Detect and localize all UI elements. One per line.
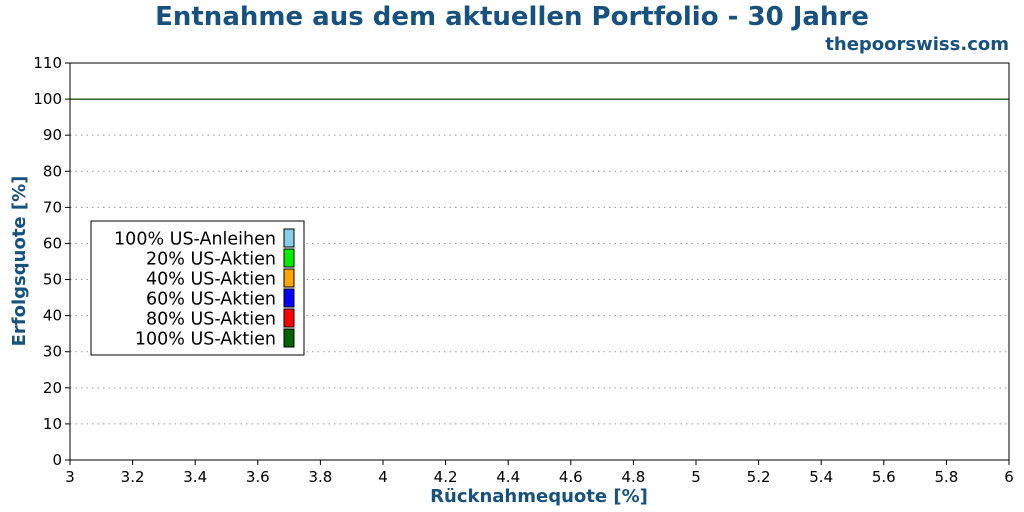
x-tick-label: 4.2 [434, 468, 458, 486]
y-tick-label: 80 [43, 162, 62, 180]
y-tick-label: 70 [43, 198, 62, 216]
y-axis: 0 10 20 30 40 50 60 70 80 90 100 110 [33, 54, 70, 469]
x-tick-label: 5.2 [747, 468, 771, 486]
legend-label: 60% US-Aktien [146, 290, 276, 310]
y-tick-label: 90 [43, 126, 62, 144]
x-tick-label: 5.6 [872, 468, 896, 486]
legend-label: 40% US-Aktien [146, 270, 276, 290]
legend-swatch [283, 308, 295, 328]
x-tick-label: 4.8 [621, 468, 645, 486]
x-tick-label: 5.4 [809, 468, 833, 486]
y-tick-label: 10 [43, 415, 62, 433]
legend-label: 80% US-Aktien [146, 310, 276, 330]
x-tick-label: 3.2 [121, 468, 145, 486]
y-tick-label: 60 [43, 234, 62, 252]
y-tick-label: 0 [52, 451, 62, 469]
y-tick-label: 110 [33, 54, 62, 72]
x-tick-label: 5.8 [934, 468, 958, 486]
y-tick-label: 40 [43, 307, 62, 325]
x-axis-label: Rücknahmequote [%] [430, 486, 648, 507]
y-axis-label: Erfolgsquote [%] [9, 176, 30, 347]
legend-label: 100% US-Anleihen [114, 230, 276, 250]
y-tick-label: 20 [43, 379, 62, 397]
legend-swatch [283, 248, 295, 268]
legend-label: 20% US-Aktien [146, 250, 276, 270]
x-tick-label: 4 [378, 468, 388, 486]
x-tick-label: 4.4 [496, 468, 520, 486]
legend-swatch [283, 268, 295, 288]
legend-swatch [283, 228, 295, 248]
legend-swatch [283, 288, 295, 308]
chart-title: Entnahme aus dem aktuellen Portfolio - 3… [155, 2, 869, 32]
legend-label: 100% US-Aktien [135, 330, 276, 350]
x-tick-label: 4.6 [559, 468, 583, 486]
x-tick-label: 3.6 [246, 468, 270, 486]
x-tick-label: 6 [1004, 468, 1014, 486]
y-tick-label: 100 [33, 90, 62, 108]
plot-frame [69, 62, 1010, 461]
legend-frame [90, 220, 305, 356]
x-tick-label: 5 [691, 468, 701, 486]
x-tick-label: 3.8 [308, 468, 332, 486]
chart-subtitle: thepoorswiss.com [825, 34, 1009, 55]
x-tick-label: 3 [65, 468, 75, 486]
y-tick-label: 30 [43, 343, 62, 361]
legend-swatch [283, 328, 295, 348]
x-axis: 3 3.2 3.4 3.6 3.8 4 4.2 4.4 4.6 4.8 5 5.2 5.4 5.6 5.8 6 [65, 460, 1014, 486]
x-tick-label: 3.4 [183, 468, 207, 486]
y-tick-label: 50 [43, 271, 62, 289]
